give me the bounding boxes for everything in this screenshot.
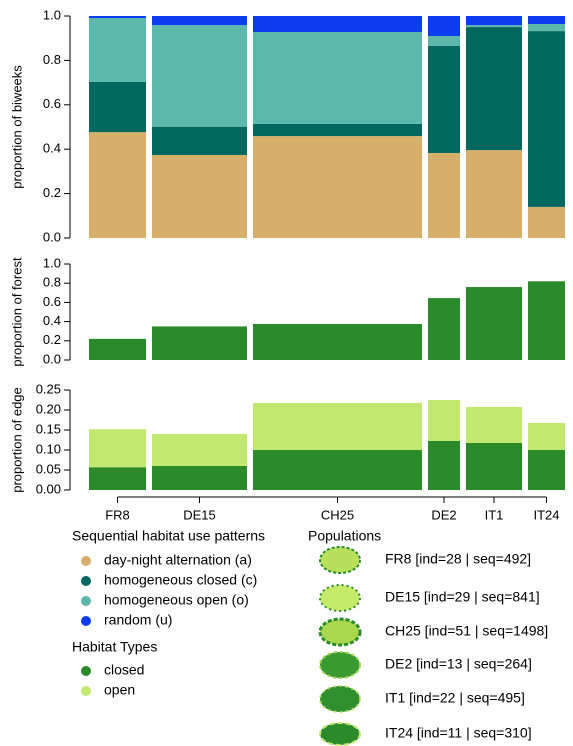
populations-title: Populations bbox=[308, 528, 381, 544]
bar-segment bbox=[528, 423, 565, 450]
bar-segment bbox=[428, 298, 460, 360]
x-tick-label: DE2 bbox=[431, 507, 456, 522]
bar-segment bbox=[253, 324, 422, 360]
bar-segment bbox=[528, 281, 565, 360]
population-thumbnails bbox=[318, 546, 362, 746]
thumbnail bbox=[319, 546, 361, 574]
habitat-legend-title: Habitat Types bbox=[72, 639, 157, 655]
bar-segment bbox=[466, 407, 522, 443]
y-tick-label: 0.4 bbox=[43, 313, 61, 328]
population-label: FR8 [ind=28 | seq=492] bbox=[385, 551, 531, 567]
bar-segment bbox=[89, 132, 146, 238]
legend-swatch bbox=[81, 686, 91, 696]
bar-segment bbox=[89, 17, 146, 82]
bar-segment bbox=[152, 127, 247, 155]
thumbnail bbox=[319, 651, 361, 679]
y-tick-label: 0.6 bbox=[43, 96, 61, 111]
bar-segment bbox=[528, 450, 565, 490]
bar-segment bbox=[152, 326, 247, 360]
y-axis-label: proportion of edge bbox=[9, 387, 24, 493]
legend-label: homogeneous open (o) bbox=[104, 592, 249, 608]
legend-swatch bbox=[81, 666, 91, 676]
bar-segment bbox=[152, 154, 247, 238]
legend-label: homogeneous closed (c) bbox=[104, 572, 257, 588]
bar-segment bbox=[253, 123, 422, 137]
y-axis-label: proportion of forest bbox=[9, 257, 24, 367]
pattern-legend-title: Sequential habitat use patterns bbox=[72, 528, 265, 544]
bar-segment bbox=[428, 400, 460, 441]
y-tick-label: 0.25 bbox=[36, 381, 61, 396]
bar-segment bbox=[152, 434, 247, 466]
legend-label: day-night alternation (a) bbox=[104, 552, 252, 568]
legend-swatch bbox=[81, 556, 91, 566]
bar-segment bbox=[253, 403, 422, 450]
bar-segment bbox=[89, 429, 146, 468]
legend-swatch bbox=[81, 596, 91, 606]
y-tick-label: 0.4 bbox=[43, 141, 61, 156]
y-tick-label: 0.2 bbox=[43, 185, 61, 200]
bar-segment bbox=[466, 25, 522, 28]
y-tick-label: 0.15 bbox=[36, 421, 61, 436]
bar-segment bbox=[253, 450, 422, 490]
y-axis-label: proportion of biweeks bbox=[9, 65, 24, 189]
y-tick-label: 1.0 bbox=[43, 255, 61, 270]
bar-segment bbox=[253, 31, 422, 124]
y-tick-label: 0.00 bbox=[36, 481, 61, 496]
population-label: IT24 [ind=11 | seq=310] bbox=[385, 725, 532, 741]
bar-segment bbox=[253, 16, 422, 32]
bar-segment bbox=[528, 16, 565, 24]
y-tick-label: 0.20 bbox=[36, 401, 61, 416]
x-tick-label: CH25 bbox=[321, 507, 354, 522]
legend-swatch bbox=[81, 616, 91, 626]
bar-segment bbox=[89, 338, 146, 360]
bar-segment bbox=[428, 45, 460, 153]
bar-segment bbox=[152, 16, 247, 26]
bar-segment bbox=[428, 16, 460, 36]
bar-segment bbox=[428, 441, 460, 490]
legend-label: random (u) bbox=[104, 612, 172, 628]
bar-segment bbox=[152, 25, 247, 128]
population-label: DE15 [ind=29 | seq=841] bbox=[385, 589, 540, 605]
thumbnail bbox=[319, 584, 361, 612]
y-tick-label: 0.0 bbox=[43, 229, 61, 244]
population-label: CH25 [ind=51 | seq=1498] bbox=[385, 623, 548, 639]
x-tick-label: DE15 bbox=[183, 507, 216, 522]
bar-segment bbox=[528, 206, 565, 238]
legend-label: closed bbox=[104, 662, 144, 678]
bar-segment bbox=[466, 16, 522, 26]
y-tick-label: 1.0 bbox=[43, 7, 61, 22]
thumbnail bbox=[319, 722, 361, 746]
bar-segment bbox=[428, 35, 460, 46]
bar-segment bbox=[89, 467, 146, 490]
population-label: IT1 [ind=22 | seq=495] bbox=[385, 690, 525, 706]
thumbnail bbox=[319, 685, 361, 713]
bar-segment bbox=[528, 31, 565, 207]
x-tick-label: IT1 bbox=[485, 507, 504, 522]
y-tick-label: 0.05 bbox=[36, 461, 61, 476]
bar-segment bbox=[466, 150, 522, 238]
bar-segment bbox=[253, 136, 422, 238]
y-tick-label: 0.8 bbox=[43, 275, 61, 290]
y-tick-label: 0.10 bbox=[36, 441, 61, 456]
population-label: DE2 [ind=13 | seq=264] bbox=[385, 656, 532, 672]
bar-segment bbox=[466, 287, 522, 360]
bar-segment bbox=[466, 27, 522, 151]
bar-segment bbox=[528, 23, 565, 32]
bar-segment bbox=[152, 466, 247, 490]
y-tick-label: 0.2 bbox=[43, 332, 61, 347]
bar-segment bbox=[466, 443, 522, 490]
x-tick-label: IT24 bbox=[533, 507, 559, 522]
x-tick-label: FR8 bbox=[105, 507, 130, 522]
bar-segment bbox=[428, 152, 460, 238]
y-tick-label: 0.0 bbox=[43, 351, 61, 366]
bar-segment bbox=[89, 81, 146, 133]
y-tick-label: 0.8 bbox=[43, 52, 61, 67]
legend-swatch bbox=[81, 576, 91, 586]
y-tick-label: 0.6 bbox=[43, 294, 61, 309]
bar-segment bbox=[89, 16, 146, 18]
legend-label: open bbox=[104, 682, 135, 698]
thumbnail bbox=[318, 617, 362, 647]
